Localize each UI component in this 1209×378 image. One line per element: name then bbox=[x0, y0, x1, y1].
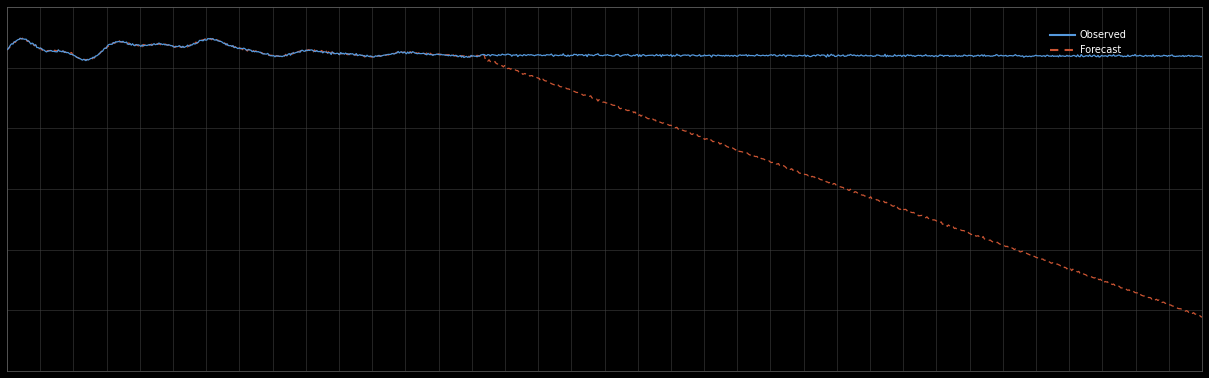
Legend: Observed, Forecast: Observed, Forecast bbox=[1047, 26, 1130, 59]
